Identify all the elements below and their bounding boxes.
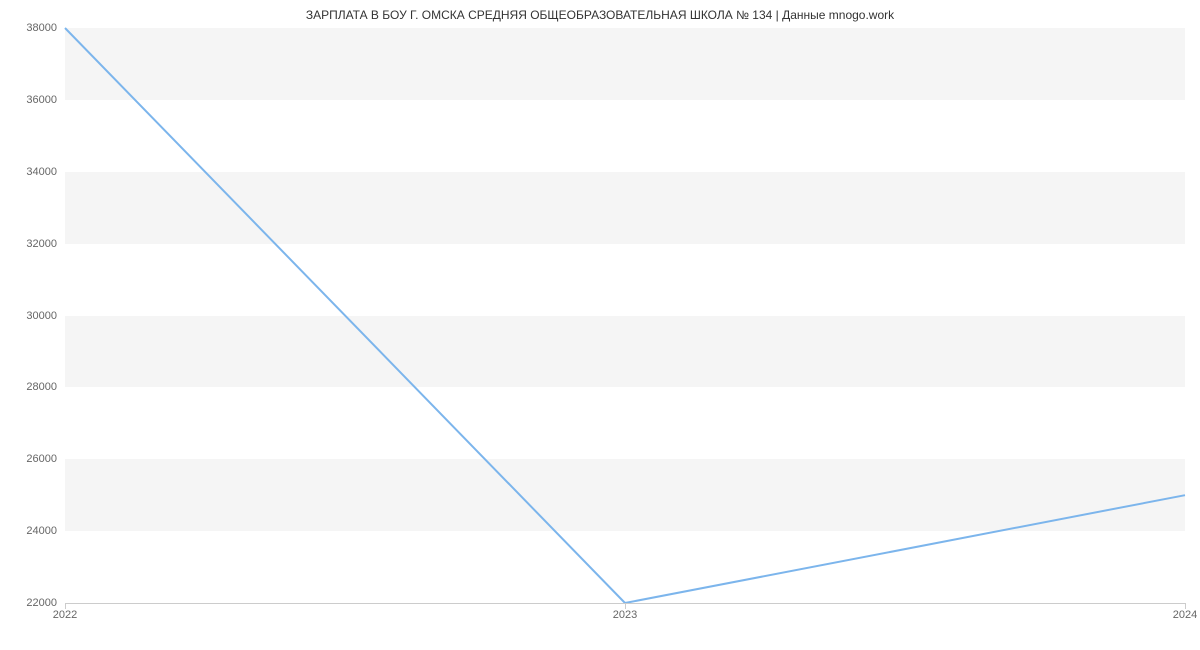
y-tick-label: 30000 [26, 310, 57, 322]
x-tick-label: 2022 [53, 609, 77, 621]
y-tick-label: 22000 [26, 597, 57, 609]
chart-title: ЗАРПЛАТА В БОУ Г. ОМСКА СРЕДНЯЯ ОБЩЕОБРА… [0, 8, 1200, 22]
y-tick-label: 32000 [26, 238, 57, 250]
salary-line-chart: ЗАРПЛАТА В БОУ Г. ОМСКА СРЕДНЯЯ ОБЩЕОБРА… [0, 0, 1200, 650]
y-tick-label: 36000 [26, 94, 57, 106]
y-tick-label: 26000 [26, 453, 57, 465]
y-tick-label: 24000 [26, 525, 57, 537]
x-tick-mark [65, 603, 66, 609]
x-tick-mark [1185, 603, 1186, 609]
series-line-salary [65, 28, 1185, 603]
x-tick-label: 2024 [1173, 609, 1197, 621]
x-tick-mark [625, 603, 626, 609]
y-tick-label: 34000 [26, 166, 57, 178]
y-tick-label: 38000 [26, 22, 57, 34]
plot-area: 2200024000260002800030000320003400036000… [65, 28, 1185, 603]
line-layer [65, 28, 1185, 603]
x-tick-label: 2023 [613, 609, 637, 621]
y-tick-label: 28000 [26, 381, 57, 393]
